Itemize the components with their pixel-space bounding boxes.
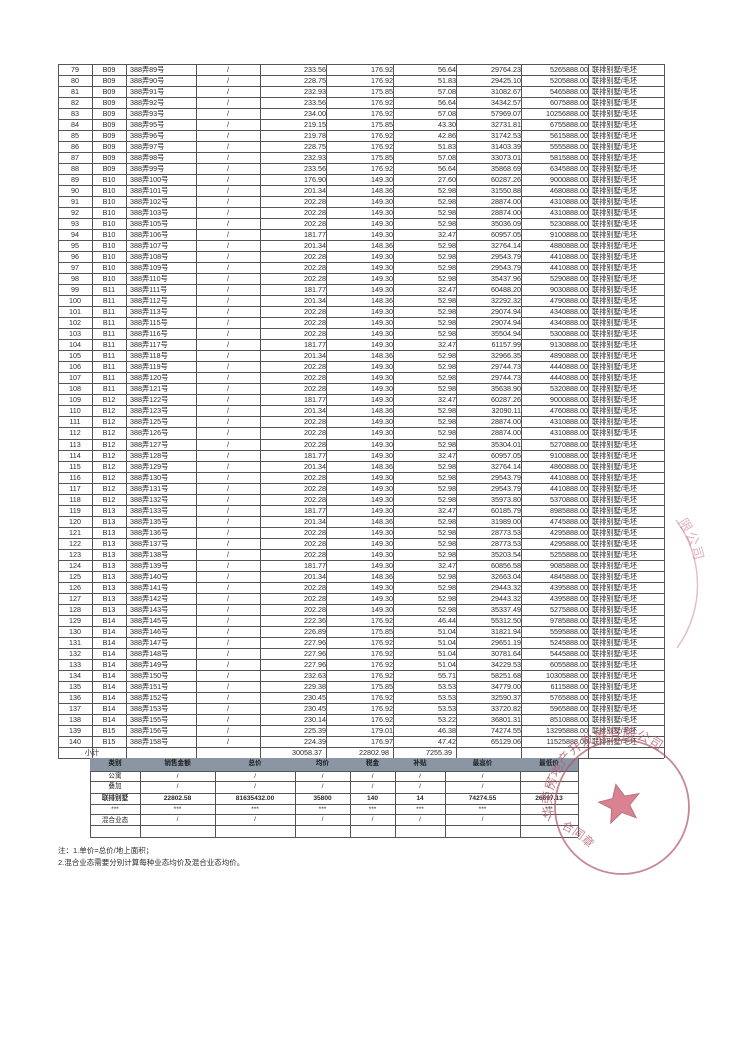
- svg-text:限公司: 限公司: [674, 514, 710, 563]
